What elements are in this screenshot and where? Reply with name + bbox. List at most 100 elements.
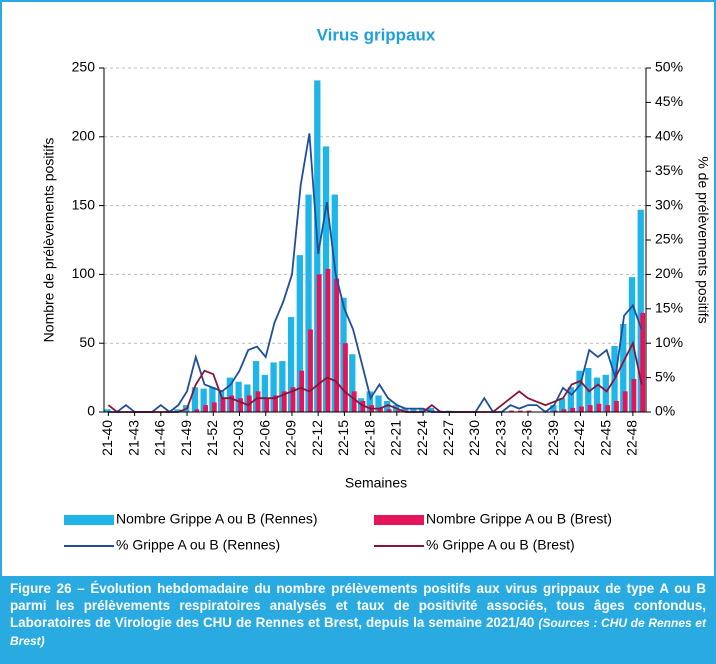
- bar: [194, 409, 200, 412]
- x-tick-label: 22-06: [256, 420, 272, 456]
- x-tick-label: 22-24: [414, 420, 430, 456]
- bar: [427, 407, 435, 412]
- y2-tick-label: 35%: [655, 162, 683, 178]
- bar: [366, 391, 373, 412]
- bar: [401, 407, 408, 412]
- legend-label: Nombre Grippe A ou B (Brest): [426, 511, 612, 527]
- legend-label: % Grippe A ou B (Rennes): [116, 537, 280, 553]
- bar: [334, 278, 340, 412]
- x-tick-label: 22-36: [519, 420, 535, 456]
- x-tick-label: 22-21: [388, 420, 404, 456]
- y2-tick-label: 40%: [655, 128, 683, 144]
- bar: [550, 405, 557, 412]
- bar: [410, 409, 417, 412]
- bar: [593, 377, 601, 412]
- y2-tick-label: 25%: [655, 231, 683, 247]
- x-axis-title: Semaines: [345, 475, 407, 491]
- bar: [620, 323, 627, 412]
- bar: [640, 312, 646, 412]
- bar: [287, 317, 295, 412]
- bar: [526, 410, 532, 412]
- bar: [238, 398, 243, 412]
- y2-axis-title: % de prélèvements positifs: [695, 156, 711, 323]
- bar: [419, 409, 426, 412]
- x-tick-label: 21-46: [152, 420, 168, 456]
- bar: [296, 255, 303, 412]
- bar: [191, 387, 199, 412]
- bar: [386, 409, 392, 412]
- bar: [567, 387, 574, 412]
- bar: [174, 409, 181, 412]
- legend-swatch: [374, 515, 424, 525]
- bar: [235, 381, 242, 412]
- x-tick-label: 21-52: [204, 420, 220, 456]
- y-tick-label: 250: [72, 59, 96, 75]
- bar: [220, 398, 226, 412]
- bar: [602, 374, 609, 412]
- bar: [395, 410, 401, 412]
- bar: [299, 370, 305, 412]
- bar: [279, 361, 286, 412]
- x-tick-label: 22-39: [545, 420, 561, 456]
- bar: [325, 268, 331, 412]
- bar: [316, 274, 322, 412]
- x-tick-label: 22-33: [492, 420, 508, 456]
- chart: Virus grippaux Semaines Nombre de prélèv…: [41, 25, 712, 553]
- x-tick-label: 22-09: [283, 420, 299, 456]
- bar: [378, 407, 383, 412]
- bar: [384, 400, 391, 412]
- x-tick-label: 21-49: [178, 420, 194, 456]
- caption-text: Figure 26 – Évolution hebdomadaire du no…: [10, 581, 706, 630]
- y-tick-label: 50: [79, 334, 95, 350]
- bar: [104, 409, 111, 412]
- bar: [561, 409, 567, 412]
- bar: [552, 410, 558, 412]
- bar: [622, 391, 628, 412]
- y2-tick-label: 5%: [655, 368, 675, 384]
- bar: [570, 407, 576, 412]
- bar: [209, 387, 216, 412]
- x-tick-label: 22-12: [309, 420, 325, 456]
- bar: [305, 194, 312, 412]
- y-tick-label: 200: [72, 128, 96, 144]
- y2-tick-label: 30%: [655, 196, 683, 212]
- x-tick-label: 22-15: [335, 420, 351, 456]
- bar: [270, 362, 277, 412]
- bar: [229, 395, 235, 412]
- bar: [264, 398, 270, 412]
- bar: [558, 398, 566, 412]
- bar: [273, 395, 278, 412]
- bar: [200, 388, 207, 412]
- y2-tick-label: 50%: [655, 59, 683, 75]
- bar: [631, 378, 637, 412]
- bar: [349, 354, 356, 412]
- legend-swatch: [64, 515, 114, 525]
- bar: [517, 410, 523, 412]
- y-tick-label: 150: [72, 196, 96, 212]
- bar: [614, 400, 619, 412]
- bar: [587, 405, 593, 412]
- bar: [290, 387, 296, 412]
- caption: Figure 26 – Évolution hebdomadaire du no…: [2, 576, 714, 662]
- y-tick-label: 100: [72, 265, 96, 281]
- x-tick-label: 22-03: [230, 420, 246, 456]
- y2-tick-label: 15%: [655, 300, 683, 316]
- x-tick-label: 22-48: [624, 420, 640, 456]
- y-tick-label: 0: [87, 403, 95, 419]
- x-tick-label: 22-42: [571, 420, 587, 456]
- bar: [576, 370, 583, 412]
- legend-label: Nombre Grippe A ou B (Rennes): [116, 511, 318, 527]
- bar: [252, 361, 260, 412]
- bar: [281, 391, 287, 412]
- bar: [261, 374, 268, 412]
- caption-source: (Sources : CHU de Rennes et Brest): [10, 616, 706, 648]
- x-tick-label: 22-30: [466, 420, 482, 456]
- bar: [211, 402, 217, 412]
- y2-tick-label: 20%: [655, 265, 683, 281]
- x-tick-label: 21-40: [99, 420, 115, 456]
- bar: [203, 405, 208, 412]
- bar: [255, 391, 261, 412]
- line: [107, 340, 643, 413]
- bar: [579, 406, 584, 412]
